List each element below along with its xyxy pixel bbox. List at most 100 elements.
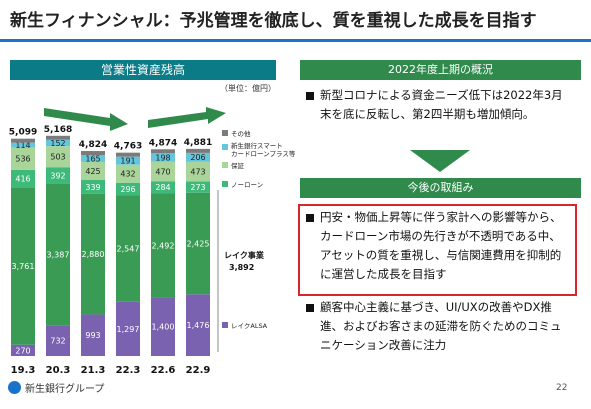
- legend-swatch: [222, 144, 228, 150]
- data-label: 270: [15, 346, 30, 355]
- category-label: 22.3: [116, 365, 141, 376]
- bar-segment: [116, 156, 140, 165]
- data-label: 1,476: [187, 321, 210, 330]
- page-number: 22: [556, 383, 568, 393]
- bar-segment: [186, 181, 210, 193]
- legend-swatch: [222, 322, 228, 328]
- legend-label: 保証: [231, 161, 245, 170]
- data-label: 284: [155, 183, 170, 192]
- trend-arrow-icon: [148, 107, 226, 128]
- chart: 270 3,761 416 536 114 5,099 19.3 732 3,387 392 503…: [9, 107, 296, 376]
- data-label: 503: [50, 153, 65, 162]
- data-label: 536: [15, 155, 30, 164]
- legend-swatch: [222, 181, 228, 187]
- data-label: 3,761: [12, 262, 35, 271]
- bar-segment: [116, 301, 140, 356]
- bar-segment: [46, 183, 70, 326]
- bullet-overview-text: 新型コロナによる資金ニーズ低下は2022年3月末を底に反転し、第2四半期も増加傾…: [320, 88, 563, 121]
- data-label: 3,387: [47, 250, 70, 259]
- total-label: 4,824: [79, 140, 107, 150]
- legend-label: 新生銀行スマート: [231, 141, 283, 150]
- data-label: 198: [155, 153, 170, 162]
- bar-segment: [81, 155, 105, 162]
- overview-header: 2022年度上期の概況: [300, 60, 581, 80]
- bullet-plan-1-text: 円安・物価上昇等に伴う家計への影響等から、カードローン市場の先行きが不透明である…: [320, 210, 562, 281]
- bar-segment: [46, 325, 70, 356]
- bar-segment: [11, 169, 35, 188]
- bar-segment: [186, 148, 210, 153]
- down-arrow-icon: [410, 150, 470, 172]
- bar-segment: [186, 192, 210, 295]
- category-label: 21.3: [81, 365, 106, 376]
- annotation-label: レイク事業: [224, 250, 265, 260]
- chart-unit: （単位：億円）: [220, 84, 276, 93]
- highlight-box: [298, 204, 577, 296]
- chart-header: 営業性資産残高: [10, 60, 276, 80]
- bar-segment: [46, 167, 70, 184]
- bar-segment: [81, 161, 105, 180]
- bar-segment: [151, 297, 175, 356]
- category-label: 20.3: [46, 365, 71, 376]
- data-label: 993: [85, 331, 100, 340]
- data-label: 296: [120, 185, 135, 194]
- bar-segment: [11, 187, 35, 345]
- bullet-plan-2: 顧客中心主義に基づき、UI/UXの改善やDX推進、およびお客さまの延滞を防ぐため…: [306, 298, 568, 355]
- category-label: 22.9: [186, 365, 211, 376]
- data-label: 114: [15, 141, 30, 150]
- bar-segment: [46, 135, 70, 140]
- footer-logo: 新生銀行グループ: [8, 380, 104, 395]
- data-label: 2,492: [152, 241, 175, 250]
- bar-segment: [186, 161, 210, 182]
- bar-segment: [46, 146, 70, 168]
- total-label: 5,099: [9, 128, 37, 138]
- data-label: 191: [120, 157, 135, 166]
- data-label: 473: [190, 167, 205, 176]
- data-label: 206: [190, 153, 205, 162]
- data-label: 392: [50, 171, 65, 180]
- data-label: 470: [155, 167, 170, 176]
- page-title: 新生フィナンシャル：予兆管理を徹底し、質を重視した成長を目指す: [10, 11, 537, 31]
- legend-swatch: [222, 130, 228, 136]
- legend-label: レイクALSA: [231, 322, 268, 330]
- bar-segment: [186, 294, 210, 356]
- logo-icon: [8, 381, 21, 394]
- bar-segment: [151, 193, 175, 298]
- bar-segment: [11, 142, 35, 148]
- bar-segment: [46, 139, 70, 147]
- data-label: 432: [120, 170, 135, 179]
- data-label: 732: [50, 337, 65, 346]
- legend-label: ノーローン: [231, 181, 263, 189]
- bar-segment: [151, 161, 175, 182]
- plans-header: 今後の取組み: [300, 178, 581, 198]
- bar-segment: [81, 151, 105, 156]
- bar-segment: [11, 147, 35, 170]
- bullet-icon: [306, 214, 314, 222]
- trend-arrows-icon: [44, 107, 226, 131]
- bar-segment: [116, 195, 140, 302]
- category-label: 22.6: [151, 365, 176, 376]
- bullet-plan-2-text: 顧客中心主義に基づき、UI/UXの改善やDX推進、およびお客さまの延滞を防ぐため…: [320, 300, 562, 352]
- data-label: 2,547: [117, 244, 140, 253]
- logo-text: 新生銀行グループ: [25, 384, 105, 395]
- bar-segment: [151, 153, 175, 162]
- total-label: 4,881: [184, 138, 212, 148]
- bar-segment: [81, 193, 105, 315]
- data-label: 416: [15, 175, 30, 184]
- data-label: 339: [85, 183, 100, 192]
- bar-segment: [11, 344, 35, 356]
- legend-label: カードローンプラス等: [231, 149, 296, 158]
- bar-segment: [11, 138, 35, 143]
- category-label: 19.3: [11, 365, 36, 376]
- data-label: 1,297: [117, 325, 140, 334]
- bar-segment: [116, 164, 140, 183]
- legend-label: その他: [231, 129, 251, 138]
- trend-arrow-icon: [44, 108, 128, 131]
- data-label: 165: [85, 154, 100, 163]
- data-label: 425: [85, 167, 100, 176]
- bullet-icon: [306, 304, 314, 312]
- bar-segment: [151, 181, 175, 194]
- total-label: 4,763: [114, 142, 142, 152]
- bar-segment: [186, 152, 210, 162]
- bullet-icon: [306, 92, 314, 100]
- bar-segment: [116, 182, 140, 196]
